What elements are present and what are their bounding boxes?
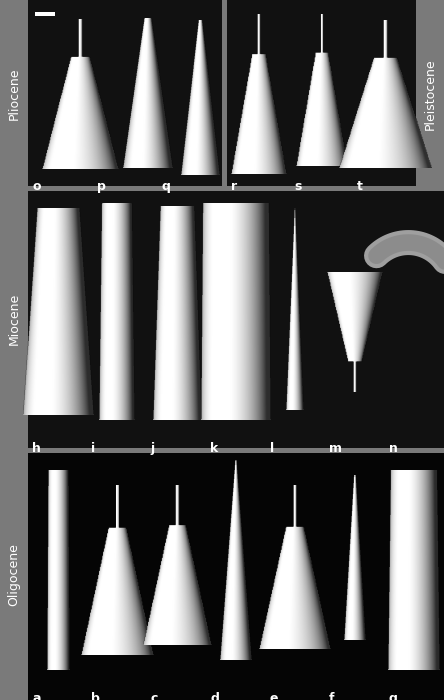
Text: Miocene: Miocene [8, 293, 20, 345]
Text: Oligocene: Oligocene [8, 544, 20, 606]
Text: c: c [151, 692, 158, 700]
Text: o: o [32, 180, 40, 193]
Text: m: m [329, 442, 342, 455]
Text: Pleistocene: Pleistocene [424, 58, 436, 130]
Text: g: g [388, 692, 397, 700]
Text: l: l [270, 442, 274, 455]
Text: a: a [32, 692, 40, 700]
Text: s: s [294, 180, 301, 193]
Text: n: n [388, 442, 397, 455]
Text: q: q [161, 180, 170, 193]
Text: b: b [91, 692, 100, 700]
Text: r: r [231, 180, 237, 193]
Bar [0, 0, 28, 188]
Text: t: t [357, 180, 363, 193]
Bar [227, 0, 416, 188]
Bar [0, 448, 444, 453]
Text: Pliocene: Pliocene [8, 68, 20, 120]
Bar [28, 188, 444, 450]
Bar [0, 450, 28, 700]
Text: p: p [97, 180, 106, 193]
Text: j: j [151, 442, 155, 455]
Bar [35, 12, 55, 16]
Bar [416, 0, 444, 188]
Text: k: k [210, 442, 218, 455]
Text: i: i [91, 442, 95, 455]
Text: d: d [210, 692, 219, 700]
Text: f: f [329, 692, 335, 700]
Text: e: e [270, 692, 278, 700]
Bar [222, 0, 227, 188]
Bar [0, 186, 444, 191]
Bar [28, 0, 222, 188]
Bar [0, 188, 28, 450]
Text: h: h [32, 442, 41, 455]
Bar [28, 450, 444, 700]
